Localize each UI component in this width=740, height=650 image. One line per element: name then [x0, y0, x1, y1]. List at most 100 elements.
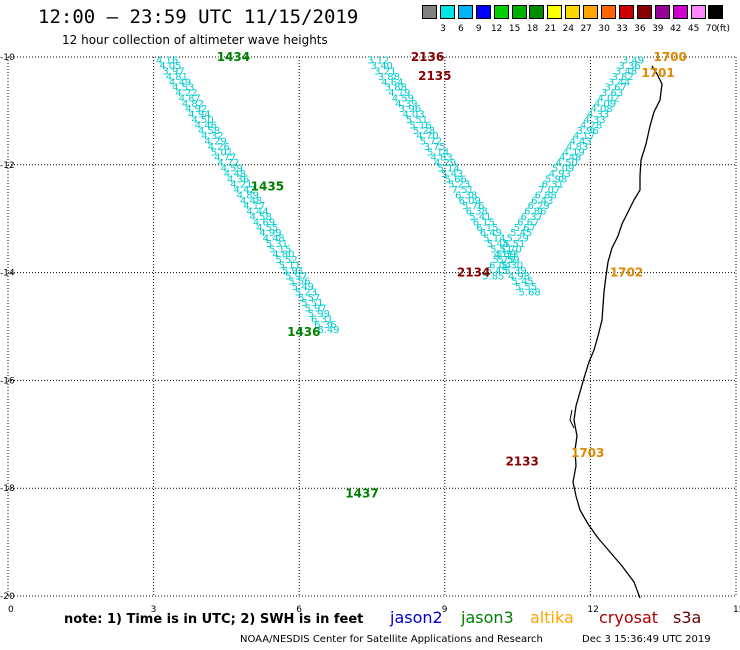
swh-value: 6.88 [535, 190, 557, 201]
swh-value: 3.12 [367, 56, 389, 67]
scale-label: 9 [475, 24, 482, 34]
swh-value: 4.19 [563, 147, 585, 158]
swh-value: 5.51 [301, 298, 323, 309]
pass-label: 1702 [610, 266, 643, 280]
axis-labels: 0 3 6 9 12 15 -10 -12 -14 -16 -18 -20 [0, 53, 740, 615]
swh-value: 4.92 [185, 104, 207, 115]
swh-value: 4.02 [597, 93, 619, 104]
swh-value: 5.91 [282, 266, 304, 277]
scale-swatch [654, 5, 670, 19]
scale-swatch [690, 5, 706, 19]
swh-value: 4.55 [256, 223, 278, 234]
swh-value: 6.15 [473, 217, 495, 228]
swh-value: 4.81 [166, 72, 188, 83]
swh-value: 4.99 [259, 228, 281, 239]
swh-value: 4.05 [159, 61, 181, 72]
swh-value: 3.88 [385, 83, 407, 94]
swh-value: 6.67 [517, 217, 539, 228]
swh-value: 6.49 [317, 325, 339, 336]
swh-value: 3.40 [371, 61, 393, 72]
swh-value: 5.41 [469, 212, 491, 223]
swh-value: 4.50 [556, 158, 578, 169]
scale-label: 27 [580, 24, 592, 34]
swh-value: 4.94 [188, 110, 210, 121]
scale-swatch [636, 5, 652, 19]
swh-value: 5.45 [510, 228, 532, 239]
swh-value: 5.11 [279, 261, 301, 272]
pass-label: 1435 [251, 179, 284, 193]
swh-value: 4.50 [192, 115, 214, 126]
swh-value: 5.09 [552, 163, 574, 174]
swh-value: 4.43 [570, 137, 592, 148]
swh-value: 4.09 [594, 99, 616, 110]
swh-value: 3.88 [378, 72, 400, 83]
swh-value: 4.59 [221, 163, 243, 174]
scale-swatch [457, 5, 473, 19]
swh-value: 4.36 [227, 174, 249, 185]
jason3-track-1: 4.164.053.974.814.494.534.224.874.824.92… [156, 56, 340, 337]
map-grid [7, 56, 737, 597]
swh-value: 4.83 [566, 142, 588, 153]
swh-value: 4.48 [559, 153, 581, 164]
swh-value: 6.31 [311, 314, 333, 325]
scale-label: 3 [440, 24, 446, 34]
swh-value: 5.14 [438, 163, 460, 174]
swh-value: 4.48 [263, 234, 285, 245]
swh-value: 6.38 [466, 207, 488, 218]
swh-value: 4.33 [587, 110, 609, 121]
swh-value: 5.29 [507, 234, 529, 245]
swh-value: 6.43 [531, 196, 553, 207]
scale-label: 39 [652, 24, 664, 34]
swh-value: 3.63 [601, 88, 623, 99]
swh-value: 4.32 [201, 131, 223, 142]
swh-value: 4.16 [156, 56, 178, 67]
x-tick-label: 15 [733, 605, 740, 615]
swh-value: 6.09 [459, 196, 481, 207]
swh-value: 3.21 [374, 66, 396, 77]
swh-value: 5.11 [490, 244, 512, 255]
swh-value: 4.48 [224, 169, 246, 180]
pass-label: 2134 [457, 266, 490, 280]
page-title: 12:00 – 23:59 UTC 11/15/2019 [38, 6, 359, 28]
swh-value: 5.72 [420, 137, 442, 148]
swh-value: 4.69 [253, 217, 275, 228]
swh-value: 6.04 [489, 261, 511, 272]
legend-altika: altika [530, 608, 574, 627]
scale-swatch [672, 5, 688, 19]
swh-value: 7.51 [452, 185, 474, 196]
swh-value: 5.43 [441, 169, 463, 180]
swh-value: 5.23 [448, 180, 470, 191]
swh-value: 4.48 [240, 196, 262, 207]
swh-value: 4.29 [204, 137, 226, 148]
scale-label: 45 [687, 24, 700, 34]
swh-value: 6.38 [455, 190, 477, 201]
swh-value: 5.57 [298, 293, 320, 304]
swh-value: 5.67 [514, 223, 536, 234]
swh-value: 4.59 [392, 93, 414, 104]
scale-swatch [529, 5, 545, 19]
swh-value: 3.75 [423, 142, 445, 153]
scale-swatch [475, 5, 491, 19]
swh-value: 5.33 [496, 250, 518, 261]
pass-label: 1701 [641, 66, 674, 80]
swh-value: 5.85 [482, 271, 504, 282]
swh-value: 4.17 [573, 131, 595, 142]
swh-value: 4.98 [508, 271, 530, 282]
coastline-inlet [569, 409, 575, 429]
swh-value: 4.70 [416, 131, 438, 142]
swh-value: 4.39 [395, 99, 417, 110]
swh-value: 4.77 [214, 153, 236, 164]
pass-label: 1436 [287, 325, 320, 339]
scale-label: 36 [634, 24, 646, 34]
scale-label: 30 [598, 24, 610, 34]
legend-cryosat: cryosat [599, 608, 659, 627]
swh-value: 5.99 [308, 309, 330, 320]
swh-value: 5.68 [518, 287, 540, 298]
x-tick-label: 6 [296, 605, 302, 615]
scale-label: 12 [490, 24, 503, 34]
scale-swatch [422, 5, 437, 19]
page-subtitle: 12 hour collection of altimeter wave hei… [62, 33, 328, 47]
timestamp-text: Dec 3 15:36:49 UTC 2019 [582, 634, 711, 645]
swh-value: 3.67 [604, 83, 626, 94]
scale-label: 18 [526, 24, 539, 34]
